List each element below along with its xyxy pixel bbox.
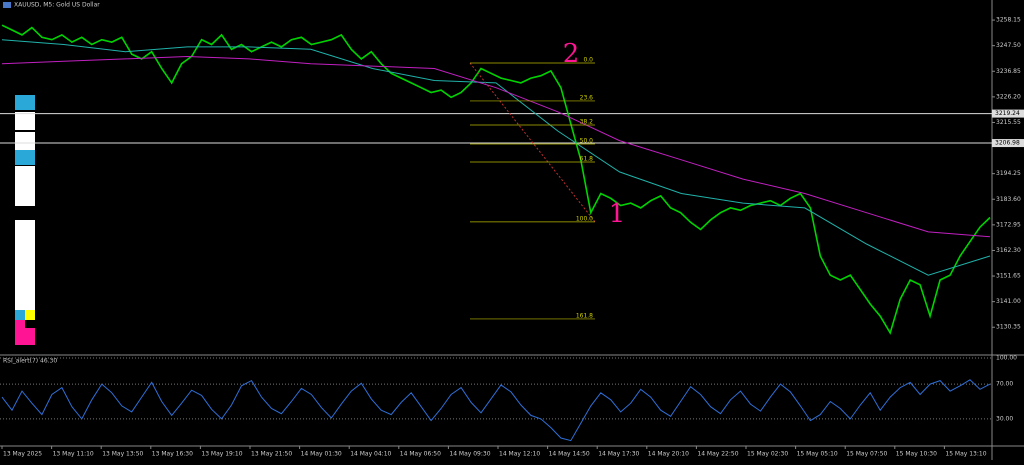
y-tick-label: 3247.50 <box>996 42 1021 49</box>
x-tick-label: 13 May 11:10 <box>53 451 94 458</box>
price-label-box <box>992 139 1024 148</box>
y-tick-label: 3215.55 <box>996 119 1021 126</box>
y-tick-label: 3151.65 <box>996 273 1021 280</box>
rsi-tick-label: 100.00 <box>996 355 1017 362</box>
rsi-line <box>1 379 991 442</box>
price-line <box>1 55 991 238</box>
y-tick-label: 3130.35 <box>996 324 1021 331</box>
fib-label: 38.2 <box>580 118 594 125</box>
y-tick-label: 3172.95 <box>996 221 1021 228</box>
symbol-icon <box>3 2 11 8</box>
chart-title: XAUUSD, M5: Gold US Dollar <box>14 2 100 9</box>
fib-label: 161.8 <box>576 312 593 319</box>
x-tick-label: 15 May 05:10 <box>797 451 838 458</box>
price-line <box>1 24 991 335</box>
x-tick-label: 14 May 22:50 <box>697 451 738 458</box>
x-tick-label: 14 May 06:50 <box>400 451 441 458</box>
color-swatch[interactable] <box>15 310 25 320</box>
y-tick-label: 3258.15 <box>996 17 1021 24</box>
x-tick-label: 15 May 10:30 <box>896 451 937 458</box>
annotation: 1 <box>609 199 626 229</box>
color-swatch[interactable] <box>25 320 35 328</box>
x-tick-label: 13 May 2025 <box>3 451 42 458</box>
y-tick-label: 3194.25 <box>996 170 1021 177</box>
fib-label: 23.6 <box>580 94 594 101</box>
fib-trendline <box>469 62 596 223</box>
price-label: 3219.24 <box>995 110 1020 117</box>
annotation: 2 <box>563 39 580 69</box>
fib-label: 100.0 <box>576 215 593 222</box>
price-label-box <box>992 109 1024 118</box>
rsi-tick-label: 30.00 <box>996 415 1013 422</box>
y-tick-label: 3226.20 <box>996 93 1021 100</box>
x-tick-label: 14 May 14:50 <box>549 451 590 458</box>
line-tools[interactable] <box>15 166 35 206</box>
x-tick-label: 15 May 07:50 <box>846 451 887 458</box>
x-tick-label: 14 May 04:10 <box>350 451 391 458</box>
color-swatch[interactable] <box>25 310 35 320</box>
x-tick-label: 15 May 13:10 <box>945 451 986 458</box>
price-label: 3206.98 <box>995 140 1020 147</box>
cursor-tool[interactable] <box>15 112 35 130</box>
x-tick-label: 14 May 17:30 <box>598 451 639 458</box>
fib-label: 50.0 <box>580 137 594 144</box>
x-tick-label: 14 May 09:30 <box>449 451 490 458</box>
price-line <box>1 39 991 276</box>
x-tick-label: 15 May 02:30 <box>747 451 788 458</box>
y-tick-label: 3236.85 <box>996 68 1021 75</box>
y-tick-label: 3183.60 <box>996 196 1021 203</box>
fib-label: 61.8 <box>580 155 594 162</box>
eye-tool[interactable] <box>15 95 35 110</box>
x-tick-label: 14 May 01:30 <box>301 451 342 458</box>
x-tick-label: 13 May 19:10 <box>201 451 242 458</box>
rsi-title: RSI_alert(7) 46.30 <box>3 358 57 365</box>
fib-label: 0.0 <box>583 56 593 63</box>
pen-tool[interactable] <box>15 150 35 165</box>
x-tick-label: 13 May 16:30 <box>152 451 193 458</box>
toolbar <box>15 95 35 345</box>
x-tick-label: 14 May 20:10 <box>648 451 689 458</box>
rsi-tick-label: 70.00 <box>996 381 1013 388</box>
x-tick-label: 14 May 12:10 <box>499 451 540 458</box>
y-tick-label: 3141.00 <box>996 298 1021 305</box>
x-tick-label: 13 May 21:50 <box>251 451 292 458</box>
x-tick-label: 13 May 13:50 <box>102 451 143 458</box>
magnet-tool[interactable] <box>15 132 35 150</box>
action-tools[interactable] <box>15 220 35 310</box>
y-tick-label: 3162.30 <box>996 247 1021 254</box>
